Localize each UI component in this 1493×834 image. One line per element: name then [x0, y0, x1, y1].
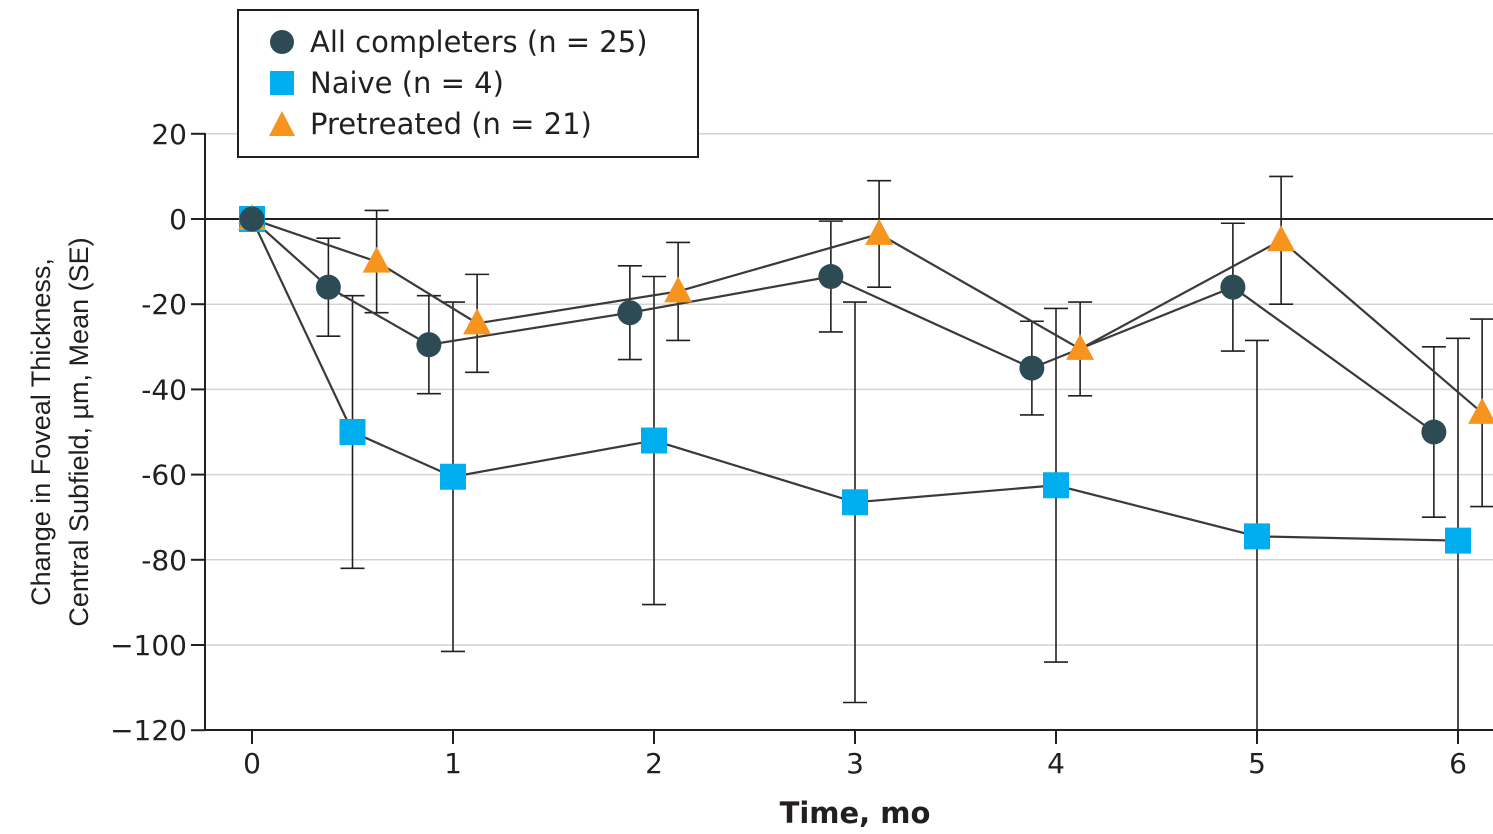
naive-series-line — [251, 218, 1459, 542]
x-tick-label-6: 6 — [1449, 747, 1467, 780]
grid-layer — [205, 133, 1493, 731]
pretreated-point-3 — [664, 276, 693, 303]
x-tick-label-3: 3 — [846, 747, 864, 780]
pretreated-point-1 — [362, 246, 391, 273]
x-axis-title: Time, mo — [780, 796, 931, 829]
y-tick-label-4: -60 — [141, 459, 187, 492]
pretreated-point-7 — [1468, 397, 1493, 424]
y-axis-title-line-1: Change in Foveal Thickness, — [26, 258, 56, 606]
y-tick-label-2: -20 — [141, 288, 187, 321]
all-completers-point-0 — [239, 206, 265, 232]
x-tick-label-2: 2 — [645, 747, 663, 780]
series-layer — [238, 175, 1493, 731]
pretreated-point-5 — [1066, 333, 1095, 360]
legend-marker-square — [270, 71, 294, 95]
naive-point-3 — [641, 427, 667, 454]
legend-label-all-completers: All completers (n = 25) — [310, 25, 648, 59]
all-completers-point-7 — [1421, 419, 1447, 445]
y-tick-label-6: −100 — [110, 629, 187, 662]
all-completers-point-6 — [1220, 274, 1246, 300]
x-tick-label-4: 4 — [1047, 747, 1065, 780]
y-tick-label-1: 0 — [169, 203, 187, 236]
pretreated-point-2 — [463, 308, 492, 335]
naive-point-6 — [1244, 523, 1270, 550]
all-completers-point-4 — [818, 264, 844, 290]
naive-point-5 — [1043, 472, 1069, 499]
label-layer: Time, mo Change in Foveal Thickness, Cen… — [26, 237, 931, 830]
all-completers-point-2 — [416, 332, 442, 358]
pretreated-point-6 — [1267, 225, 1296, 252]
all-completers-point-1 — [315, 274, 341, 300]
x-tick-label-5: 5 — [1248, 747, 1266, 780]
naive-point-1 — [339, 419, 366, 445]
x-tick-label-1: 1 — [444, 747, 462, 780]
naive-point-4 — [842, 489, 868, 516]
y-tick-label-0: 20 — [151, 118, 187, 151]
y-tick-label-3: -40 — [141, 373, 187, 406]
legend: All completers (n = 25) Naive (n = 4) Pr… — [237, 9, 699, 158]
all-completers-series-line — [251, 218, 1435, 433]
x-tick-label-0: 0 — [243, 747, 261, 780]
all-completers-point-5 — [1019, 355, 1045, 381]
pretreated-series-line — [251, 217, 1483, 414]
axes-layer: 20 0 -20 -40 -60 -80 −100 −120 0 1 2 3 4 5 6 — [110, 118, 1493, 780]
y-tick-label-7: −120 — [110, 714, 187, 747]
y-axis-title-line-2: Central Subfield, µm, Mean (SE) — [64, 237, 94, 626]
all-completers-point-3 — [617, 300, 643, 326]
legend-label-pretreated: Pretreated (n = 21) — [310, 107, 592, 141]
legend-marker-circle — [270, 30, 294, 54]
pretreated-point-4 — [865, 218, 894, 245]
legend-marker-triangle — [269, 111, 295, 136]
y-tick-label-5: -80 — [141, 544, 187, 577]
naive-point-2 — [440, 463, 466, 490]
naive-point-7 — [1445, 527, 1471, 554]
legend-label-naive: Naive (n = 4) — [310, 66, 504, 100]
legend-box — [237, 9, 699, 158]
